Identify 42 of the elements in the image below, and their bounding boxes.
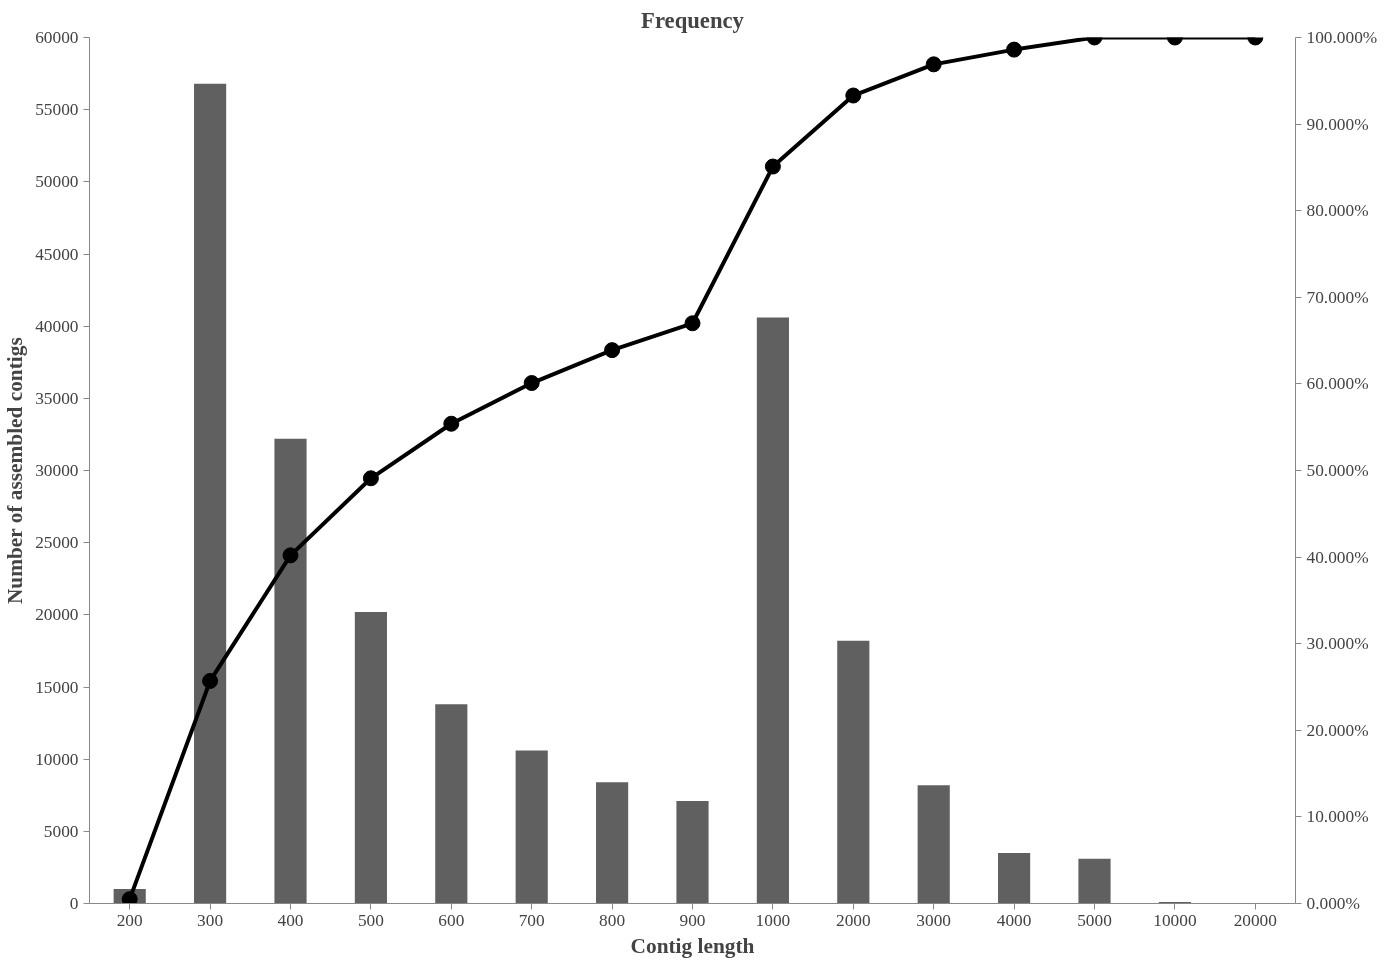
y2-tick-label: 70.000%	[1306, 287, 1369, 307]
y2-tick-label: 30.000%	[1306, 634, 1369, 654]
y2-tick-label: 80.000%	[1306, 201, 1369, 221]
x-tick-label: 1000	[755, 910, 791, 930]
y-tick-label: 50000	[35, 172, 79, 192]
y-tick-label: 55000	[35, 100, 79, 120]
x-tick-label: 200	[116, 910, 143, 930]
x-tick-label: 400	[277, 910, 304, 930]
x-tick-label: 500	[357, 910, 384, 930]
y2-tick-label: 60.000%	[1306, 374, 1369, 394]
x-tick-label: 2000	[835, 910, 871, 930]
y-tick-label: 25000	[35, 533, 79, 553]
x-tick-label: 3000	[916, 910, 952, 930]
y-axis-title: Number of assembled contigs	[3, 337, 28, 605]
x-tick-label: 600	[438, 910, 465, 930]
y2-tick-label: 10.000%	[1306, 807, 1369, 827]
x-tick-label: 4000	[996, 910, 1032, 930]
x-tick-label: 5000	[1077, 910, 1112, 930]
y2-tick-label: 90.000%	[1306, 114, 1369, 134]
x-axis-title: Contig length	[630, 933, 755, 958]
x-tick-label: 20000	[1233, 910, 1277, 930]
y-tick-label: 20000	[35, 605, 79, 625]
y2-tick-label: 100.000%	[1306, 28, 1378, 47]
y2-tick-label: 0.000%	[1306, 894, 1360, 913]
y2-tick-label: 20.000%	[1306, 720, 1369, 740]
x-tick-label: 900	[679, 910, 706, 930]
y-tick-label: 30000	[35, 461, 79, 480]
x-tick-label: 700	[518, 910, 545, 930]
chart-title: Frequency	[641, 7, 745, 33]
y-tick-label: 60000	[35, 28, 79, 47]
y-tick-label: 35000	[35, 388, 79, 408]
x-tick-label: 300	[197, 910, 224, 930]
y-tick-label: 45000	[35, 244, 79, 264]
y-tick-label: 15000	[35, 677, 79, 697]
x-tick-label: 10000	[1153, 910, 1197, 930]
x-tick-label: 800	[599, 910, 626, 930]
y-tick-label: 40000	[35, 316, 79, 336]
y2-tick-label: 50.000%	[1306, 461, 1369, 480]
y-tick-label: 0	[69, 894, 79, 913]
y2-tick-label: 40.000%	[1306, 547, 1369, 567]
y-tick-label: 5000	[43, 821, 79, 841]
y-tick-label: 10000	[35, 749, 79, 769]
